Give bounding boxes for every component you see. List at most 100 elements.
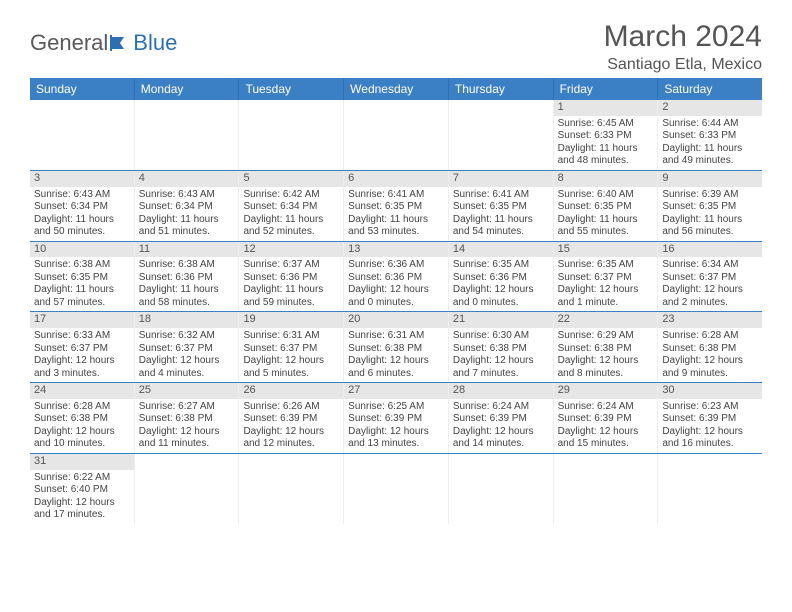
daylight-text: Daylight: 12 hours [34,497,130,510]
weekday-tue: Tuesday [239,78,344,100]
daylight-text: and 3 minutes. [34,368,130,381]
day-number: 23 [658,312,762,328]
day-number: 3 [30,171,134,187]
calendar-cell: 7Sunrise: 6:41 AMSunset: 6:35 PMDaylight… [449,171,554,241]
daylight-text: Daylight: 11 hours [243,284,339,297]
calendar-cell [344,100,449,170]
calendar-cell: 22Sunrise: 6:29 AMSunset: 6:38 PMDayligh… [554,312,659,382]
sunrise-text: Sunrise: 6:35 AM [453,259,549,272]
calendar-cell [449,454,554,524]
sunset-text: Sunset: 6:39 PM [348,413,444,426]
day-number: 17 [30,312,134,328]
sunset-text: Sunset: 6:33 PM [662,130,758,143]
daylight-text: and 17 minutes. [34,509,130,522]
calendar-cell [239,100,344,170]
daylight-text: Daylight: 12 hours [453,355,549,368]
calendar-cell: 9Sunrise: 6:39 AMSunset: 6:35 PMDaylight… [658,171,762,241]
sunset-text: Sunset: 6:34 PM [34,201,130,214]
sunset-text: Sunset: 6:37 PM [34,343,130,356]
month-title: March 2024 [604,20,762,54]
daylight-text: and 15 minutes. [558,438,654,451]
day-number: 29 [554,383,658,399]
daylight-text: and 13 minutes. [348,438,444,451]
sunrise-text: Sunrise: 6:32 AM [139,330,235,343]
day-number: 27 [344,383,448,399]
logo: General Blue [30,30,177,56]
sunset-text: Sunset: 6:36 PM [139,272,235,285]
day-number: 7 [449,171,553,187]
daylight-text: and 5 minutes. [243,368,339,381]
daylight-text: Daylight: 11 hours [139,214,235,227]
daylight-text: and 48 minutes. [558,155,654,168]
sunrise-text: Sunrise: 6:31 AM [243,330,339,343]
calendar-cell [135,100,240,170]
header: General Blue March 2024 Santiago Etla, M… [30,20,762,74]
sunset-text: Sunset: 6:39 PM [558,413,654,426]
daylight-text: Daylight: 12 hours [558,355,654,368]
daylight-text: and 4 minutes. [139,368,235,381]
logo-text-2: Blue [133,30,177,56]
calendar-cell: 26Sunrise: 6:26 AMSunset: 6:39 PMDayligh… [239,383,344,453]
calendar-cell: 23Sunrise: 6:28 AMSunset: 6:38 PMDayligh… [658,312,762,382]
day-number: 1 [554,100,658,116]
daylight-text: and 57 minutes. [34,297,130,310]
calendar-cell [135,454,240,524]
sunrise-text: Sunrise: 6:38 AM [34,259,130,272]
sunset-text: Sunset: 6:34 PM [243,201,339,214]
calendar-cell: 17Sunrise: 6:33 AMSunset: 6:37 PMDayligh… [30,312,135,382]
sunrise-text: Sunrise: 6:36 AM [348,259,444,272]
day-number: 10 [30,242,134,258]
daylight-text: Daylight: 12 hours [243,355,339,368]
day-number: 26 [239,383,343,399]
daylight-text: Daylight: 12 hours [453,426,549,439]
calendar-week: 31Sunrise: 6:22 AMSunset: 6:40 PMDayligh… [30,454,762,524]
weekday-sat: Saturday [658,78,762,100]
calendar-cell [554,454,659,524]
calendar-cell: 21Sunrise: 6:30 AMSunset: 6:38 PMDayligh… [449,312,554,382]
day-number: 12 [239,242,343,258]
calendar-cell: 2Sunrise: 6:44 AMSunset: 6:33 PMDaylight… [658,100,762,170]
calendar-cell: 30Sunrise: 6:23 AMSunset: 6:39 PMDayligh… [658,383,762,453]
day-number: 2 [658,100,762,116]
sunrise-text: Sunrise: 6:40 AM [558,189,654,202]
daylight-text: and 59 minutes. [243,297,339,310]
daylight-text: Daylight: 12 hours [662,355,758,368]
sunrise-text: Sunrise: 6:25 AM [348,401,444,414]
calendar-cell: 31Sunrise: 6:22 AMSunset: 6:40 PMDayligh… [30,454,135,524]
sunset-text: Sunset: 6:37 PM [243,343,339,356]
day-number: 16 [658,242,762,258]
sunrise-text: Sunrise: 6:38 AM [139,259,235,272]
daylight-text: Daylight: 11 hours [348,214,444,227]
sunset-text: Sunset: 6:36 PM [348,272,444,285]
calendar-cell: 6Sunrise: 6:41 AMSunset: 6:35 PMDaylight… [344,171,449,241]
calendar-week: 24Sunrise: 6:28 AMSunset: 6:38 PMDayligh… [30,383,762,454]
daylight-text: Daylight: 11 hours [139,284,235,297]
sunrise-text: Sunrise: 6:45 AM [558,118,654,131]
sunrise-text: Sunrise: 6:34 AM [662,259,758,272]
daylight-text: Daylight: 12 hours [662,284,758,297]
day-number: 22 [554,312,658,328]
sunrise-text: Sunrise: 6:23 AM [662,401,758,414]
calendar-week: 10Sunrise: 6:38 AMSunset: 6:35 PMDayligh… [30,242,762,313]
flag-icon [110,35,132,51]
sunset-text: Sunset: 6:35 PM [348,201,444,214]
calendar-cell: 20Sunrise: 6:31 AMSunset: 6:38 PMDayligh… [344,312,449,382]
sunset-text: Sunset: 6:33 PM [558,130,654,143]
sunset-text: Sunset: 6:40 PM [34,484,130,497]
daylight-text: and 9 minutes. [662,368,758,381]
calendar-cell: 24Sunrise: 6:28 AMSunset: 6:38 PMDayligh… [30,383,135,453]
daylight-text: Daylight: 12 hours [453,284,549,297]
sunrise-text: Sunrise: 6:41 AM [453,189,549,202]
daylight-text: and 54 minutes. [453,226,549,239]
daylight-text: Daylight: 12 hours [662,426,758,439]
sunrise-text: Sunrise: 6:37 AM [243,259,339,272]
weekday-thu: Thursday [449,78,554,100]
daylight-text: and 2 minutes. [662,297,758,310]
sunrise-text: Sunrise: 6:31 AM [348,330,444,343]
sunrise-text: Sunrise: 6:43 AM [139,189,235,202]
calendar-cell: 11Sunrise: 6:38 AMSunset: 6:36 PMDayligh… [135,242,240,312]
daylight-text: and 56 minutes. [662,226,758,239]
sunrise-text: Sunrise: 6:24 AM [453,401,549,414]
weekday-sun: Sunday [30,78,135,100]
sunrise-text: Sunrise: 6:27 AM [139,401,235,414]
